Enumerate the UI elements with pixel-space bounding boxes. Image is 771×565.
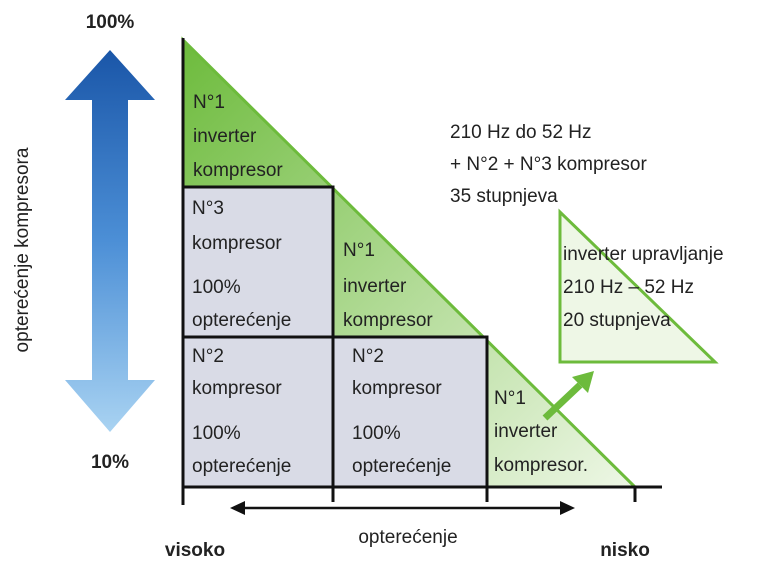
label: 35 stupnjeva [450, 186, 558, 207]
label: opterećenje [192, 310, 291, 331]
label: inverter [193, 126, 257, 147]
label: kompresor [352, 378, 442, 399]
green-arrow [542, 371, 594, 421]
top-label: 100% [86, 12, 135, 33]
label: opterećenje [192, 456, 291, 477]
label: 20 stupnjeva [563, 310, 671, 331]
label: 210 Hz – 52 Hz [563, 277, 694, 298]
label: N°2 [192, 346, 224, 367]
label: N°1 [494, 388, 526, 409]
label: kompresor [343, 310, 433, 331]
label: 100% [192, 277, 241, 298]
legend-triangle [558, 208, 719, 364]
label: kompresor [193, 160, 283, 181]
vertical-label: opterećenje kompresora [12, 147, 33, 352]
label: kompresor [192, 378, 282, 399]
label: inverter [343, 276, 407, 297]
bottom-label: 10% [91, 452, 129, 473]
label: + N°2 + N°3 kompresor [450, 154, 648, 175]
label: N°1 [343, 240, 375, 261]
texts: N°1 inverter kompresor N°3 kompresor 100% opte… [192, 92, 724, 477]
right-label: nisko [600, 540, 650, 560]
label: kompresor. [494, 455, 588, 476]
label: inverter upravljanje [563, 244, 724, 265]
label: kompresor [192, 233, 282, 254]
label: N°3 [192, 198, 224, 219]
load-arrow [65, 50, 155, 432]
label: 210 Hz do 52 Hz [450, 122, 592, 143]
horizontal-arrow [230, 501, 575, 515]
left-label: visoko [165, 540, 225, 560]
horizontal-label: opterećenje [358, 527, 457, 548]
label: opterećenje [352, 456, 451, 477]
label: 100% [352, 423, 401, 444]
box [331, 335, 489, 489]
label: N°2 [352, 346, 384, 367]
label: inverter [494, 421, 558, 442]
label: 100% [192, 423, 241, 444]
label: N°1 [193, 92, 225, 113]
